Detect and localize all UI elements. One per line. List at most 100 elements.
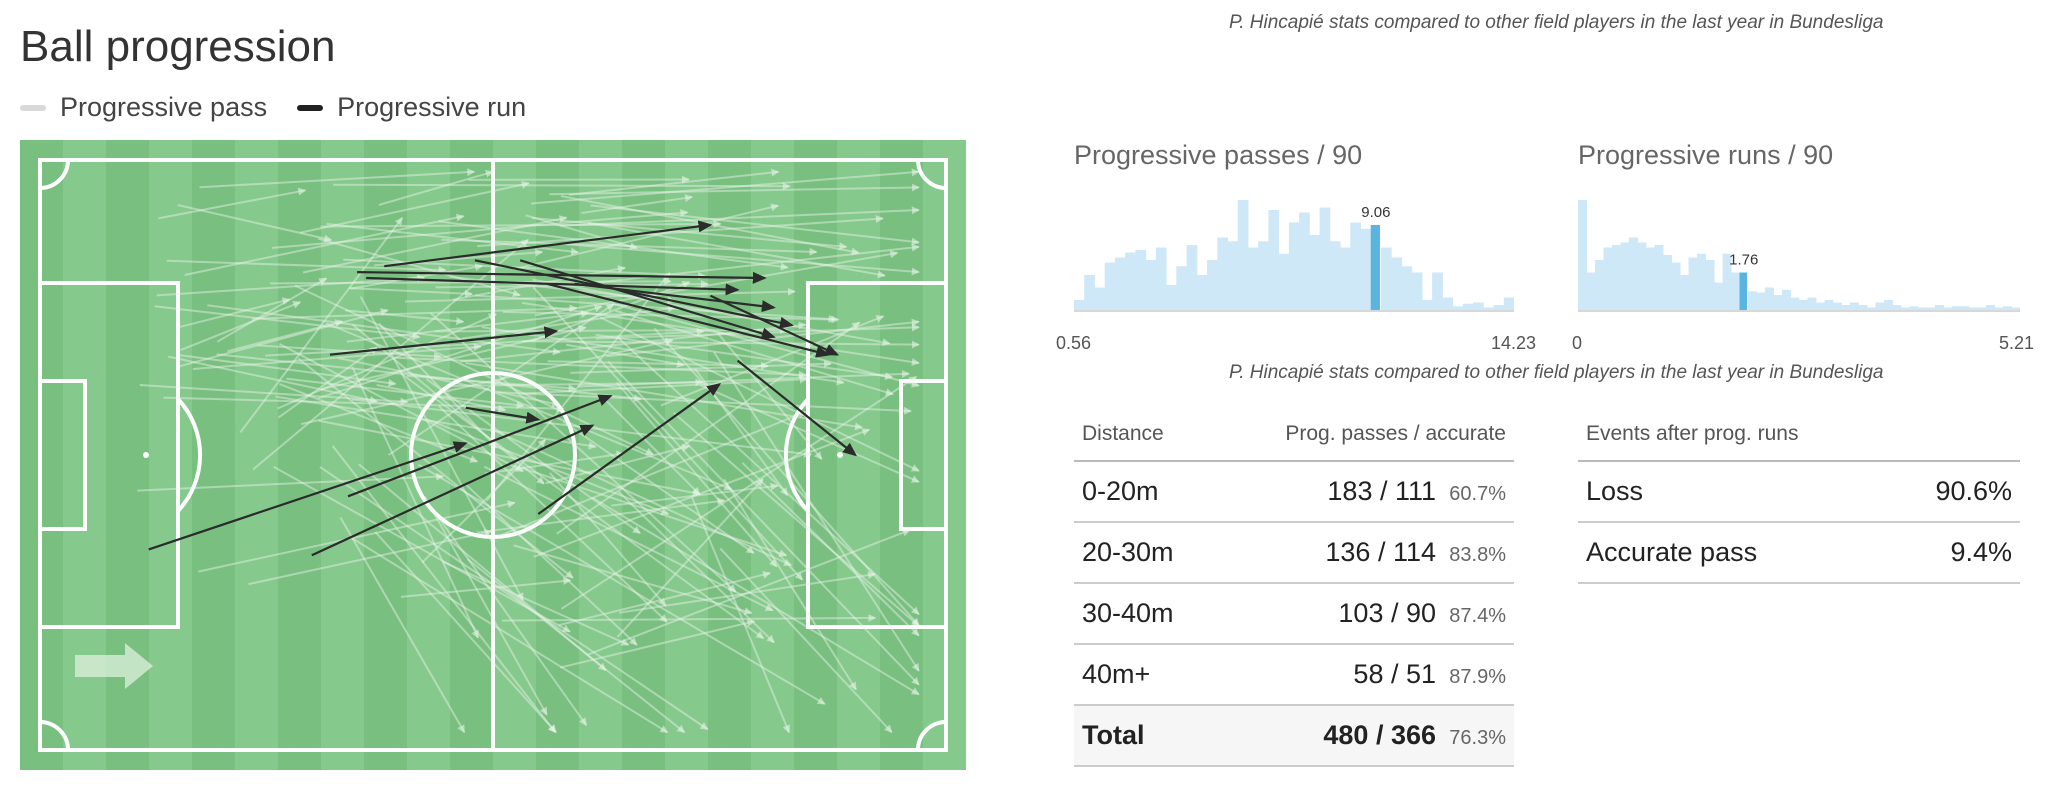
hist-bar [1452,306,1464,310]
penalty-spot-right [837,452,843,458]
hist-bar [1824,300,1834,310]
hist-bar [1135,250,1147,310]
hist-bar [1850,302,1859,310]
legend-swatch-run [297,104,324,111]
row-count: 58 / 51 [1353,659,1436,689]
hist-bar [1421,300,1433,310]
progressive-pass-arrow [438,220,789,271]
progressive-pass-arrow [406,374,577,393]
hist-bar [1432,272,1443,310]
progressive-pass-arrow [227,319,344,353]
hist-bar [1960,306,1970,310]
progressive-pass-arrow [251,304,578,320]
hist-bar [1176,266,1188,310]
progressive-run-arrow [474,259,794,329]
progressive-pass-arrow [319,466,709,731]
progressive-pass-arrow [278,343,524,473]
hist-runs: 1.76 [1578,200,2020,312]
hist-bar [1977,307,1987,310]
progressive-pass-arrow [604,398,701,496]
hist-bar [1722,253,1732,310]
hist-bar [1411,272,1423,310]
hist-bar [1217,237,1228,310]
progressive-pass-arrow [673,412,920,627]
hist-bar [1237,200,1249,310]
hist-bar [1714,282,1723,310]
hist-bar [1671,262,1681,310]
row-distance: 30-40m [1074,583,1212,645]
progressive-pass-arrow [556,321,861,535]
hist-bar [1620,242,1630,310]
hist-bar [1084,275,1095,310]
progressive-pass-arrow [178,297,291,329]
hist-bar [1807,297,1817,310]
progressive-pass-arrow [216,277,328,343]
progressive-pass-arrow [532,278,891,347]
progressive-pass-arrow [514,464,788,558]
progressive-pass-arrow [338,357,561,408]
progressive-pass-arrow [442,560,630,646]
progressive-pass-arrow [565,343,685,368]
progressive-pass-arrow [467,558,686,734]
progressive-pass-arrow [502,613,877,622]
hist-bar [1247,247,1259,310]
progressive-pass-arrow [343,258,707,280]
hist-bar [1196,275,1208,310]
progressive-pass-arrow [713,351,920,672]
hist-bar [1892,305,1902,310]
hist-bar [1790,297,1800,310]
progressive-pass-arrow [532,286,804,581]
progressive-pass-arrow [581,194,694,215]
hist-bar [1629,237,1638,310]
progressive-pass-arrow [257,344,442,361]
progressive-pass-arrow [562,420,755,554]
progressive-run-arrow [347,394,613,498]
progressive-pass-arrow [459,321,807,363]
pitch-stripe [364,140,408,770]
row-count: 136 / 114 [1325,537,1436,567]
progressive-pass-arrow [318,419,701,497]
progressive-pass-arrow [192,342,482,371]
progressive-run-arrow [357,271,767,284]
progressive-pass-arrow [351,323,545,485]
header-events: Events after prog. runs [1578,412,2020,462]
progressive-pass-arrow [177,204,333,243]
progressive-pass-arrow [615,309,894,397]
table-row: 40m+ 58 / 51 87.9% [1074,644,1514,706]
progressive-pass-arrow [496,410,807,538]
hist-bar [1319,207,1331,310]
progressive-pass-arrow [325,322,733,491]
progressive-pass-arrow [317,237,521,298]
progressive-pass-arrow [611,482,779,507]
progressive-pass-arrow [607,360,920,686]
pitch-stripe [708,140,752,770]
progressive-pass-arrow [587,528,911,656]
progressive-pass-arrow [741,462,920,637]
hist-bar [1799,300,1808,310]
progressive-pass-arrow [474,294,837,323]
hist-bar [1646,247,1655,310]
hist-bar [1166,285,1177,310]
progressive-pass-arrow [489,427,793,567]
progressive-pass-arrow [168,355,378,404]
legend-label-pass: Progressive pass [60,92,268,122]
progressive-pass-arrow [277,346,378,419]
hist-bar [1654,245,1664,310]
progressive-run-arrow [709,294,840,356]
progressive-run-arrow [537,383,722,515]
progressive-run-arrow [574,282,776,313]
progressive-pass-arrow [513,203,780,271]
hist-bar [1765,287,1774,310]
hist-bar [1901,307,1910,310]
caption-mid: P. Hincapié stats compared to other fiel… [1229,362,1884,383]
progressive-run-arrow [384,220,713,268]
hist-bar [1380,247,1392,310]
hist-highlight-label: 1.76 [1729,252,1758,269]
progressive-pass-arrow [277,313,497,410]
progressive-pass-arrow [549,183,920,196]
progressive-pass-arrow [358,463,607,671]
progressive-pass-arrow [591,496,920,696]
header-prog-passes: Prog. passes / accurate [1211,412,1514,462]
row-count: 183 / 111 [1327,476,1436,506]
progressive-run-arrow [519,259,776,340]
